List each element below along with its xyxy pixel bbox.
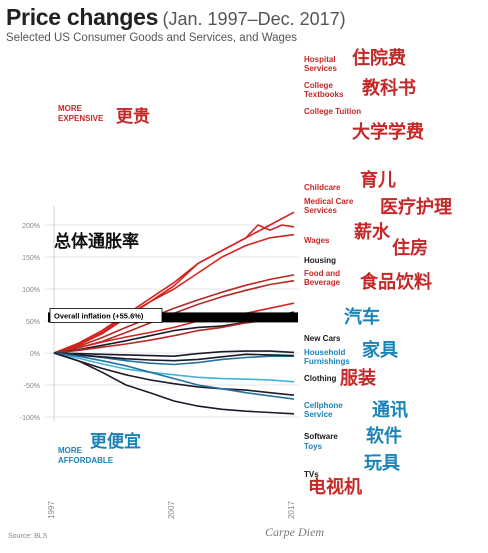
- source-note: Source: BLS: [8, 533, 48, 540]
- overall-inflation-label: Overall inflation (+55.6%): [54, 311, 144, 320]
- series-label-cn-housing: 住房: [392, 237, 428, 259]
- series-line-college-textbooks: [53, 224, 295, 354]
- title-main: Price changes: [6, 4, 159, 30]
- brand-watermark: Carpe Diem: [265, 525, 324, 539]
- y-tick-label: 0%: [30, 351, 40, 358]
- series-line-toys: [53, 352, 295, 400]
- overall-inflation: Overall inflation (+55.6%): [48, 308, 298, 323]
- series-line-software: [53, 352, 295, 396]
- series-label-childcare: Childcare: [304, 183, 341, 192]
- series-label-cn-food-and-beverage: 食品饮料: [359, 271, 432, 293]
- series-line-wages: [53, 302, 295, 354]
- series-lines: [53, 211, 295, 415]
- series-label-household-furnishings: Furnishings: [304, 357, 350, 366]
- overall-inflation-box: [49, 308, 163, 323]
- series-line-hospital-services: [53, 211, 295, 354]
- series-label-household-furnishings: Household: [304, 348, 345, 357]
- series-line-clothing: [53, 352, 295, 362]
- series-label-food-and-beverage: Food and: [304, 269, 340, 278]
- more-affordable-label: AFFORDABLE: [58, 456, 114, 465]
- more-expensive-label-cn: 更贵: [116, 106, 150, 127]
- series-label-hospital-services: Hospital: [304, 55, 336, 64]
- series-label-tvs: TVs: [304, 470, 319, 479]
- series-label-cn-college-tuition: 大学学费: [352, 121, 424, 143]
- x-tick-label: 1997: [47, 501, 56, 519]
- series-line-tvs: [53, 352, 295, 415]
- series-label-cellphone-service: Service: [304, 410, 333, 419]
- y-tick-label: -50%: [24, 383, 40, 390]
- series-line-college-tuition: [53, 233, 295, 354]
- series-label-cn-hospital-services: 住院费: [352, 47, 406, 69]
- overall-inflation-bar: [48, 312, 298, 323]
- series-label-cn-software: 软件: [366, 425, 402, 447]
- series-label-wages: Wages: [304, 236, 330, 245]
- more-affordable-label: MORE: [58, 446, 83, 455]
- title-range: (Jan. 1997–Dec. 2017): [162, 9, 346, 29]
- series-label-cn-new-cars: 汽车: [344, 306, 380, 328]
- y-tick-label: 200%: [22, 223, 40, 230]
- x-tick-label: 2007: [167, 501, 176, 519]
- series-label-cn-clothing: 服装: [340, 367, 376, 389]
- series-label-cn-toys: 玩具: [364, 453, 400, 474]
- series-label-medical-care-services: Services: [304, 206, 337, 215]
- series-label-cn-cellphone-service: 通讯: [372, 400, 408, 421]
- series-label-college-textbooks: Textbooks: [304, 90, 344, 99]
- series-label-cn-household-furnishings: 家具: [362, 339, 398, 361]
- series-label-clothing: Clothing: [304, 374, 337, 383]
- series-label-cn-childcare: 育儿: [360, 169, 396, 191]
- y-tick-label: 100%: [22, 287, 40, 294]
- series-label-food-and-beverage: Beverage: [304, 278, 341, 287]
- series-label-new-cars: New Cars: [304, 334, 341, 343]
- series-label-hospital-services: Services: [304, 64, 337, 73]
- series-label-cn-wages: 薪水: [354, 221, 391, 243]
- series-line-childcare: [53, 274, 295, 354]
- series-line-cellphone-service: [53, 352, 295, 383]
- y-tick-label: -100%: [20, 415, 40, 422]
- overall-inflation-label-cn: 总体通胀率: [54, 231, 139, 252]
- series-line-new-cars: [53, 350, 295, 357]
- series-label-medical-care-services: Medical Care: [304, 197, 354, 206]
- series-label-cn-tvs: 电视机: [308, 476, 362, 498]
- series-label-cn-college-textbooks: 教科书: [362, 77, 416, 99]
- series-label-college-textbooks: College: [304, 81, 333, 90]
- chart-title: Price changes (Jan. 1997–Dec. 2017): [6, 4, 346, 31]
- series-label-cn-medical-care-services: 医疗护理: [380, 196, 452, 218]
- y-tick-label: 50%: [26, 319, 40, 326]
- series-label-college-tuition: College Tuition: [304, 107, 361, 116]
- series-label-software: Software: [304, 432, 338, 441]
- y-tick-label: 150%: [22, 255, 40, 262]
- series-label-toys: Toys: [304, 442, 323, 451]
- axis-labels: 200% 150% 100% 50% 0% -50% -100% 1997 2007 2017: [20, 223, 296, 519]
- x-tick-label: 2017: [287, 501, 296, 519]
- more-affordable-label-cn: 更便宜: [90, 431, 141, 452]
- more-expensive-label: EXPENSIVE: [58, 114, 104, 123]
- series-label-cellphone-service: Cellphone: [304, 401, 343, 410]
- more-expensive-label: MORE: [58, 104, 83, 113]
- chart-subtitle: Selected US Consumer Goods and Services,…: [6, 32, 298, 44]
- series-label-housing: Housing: [304, 256, 336, 265]
